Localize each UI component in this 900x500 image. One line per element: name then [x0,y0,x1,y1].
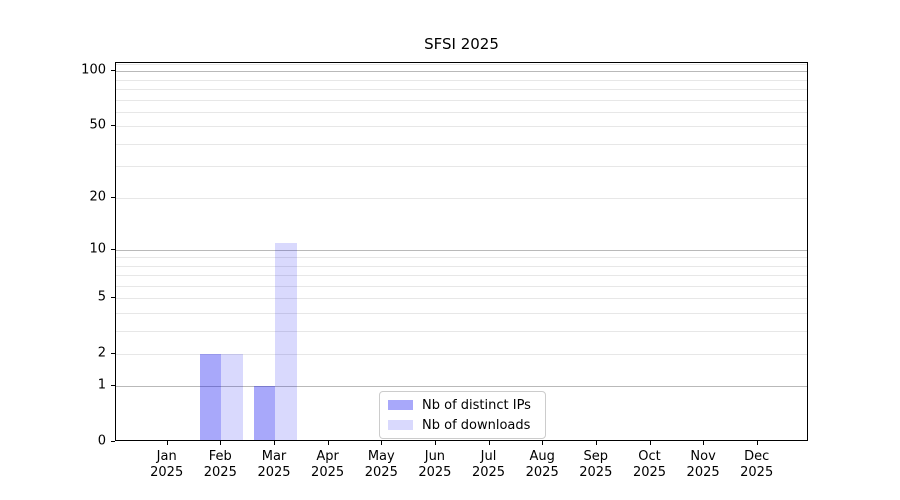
y-tick-mark [111,248,115,250]
x-tick-mark [488,441,490,445]
x-tick-month: Dec [744,449,770,464]
legend-label-distinct-ips: Nb of distinct IPs [422,397,531,413]
x-tick-mark [542,441,544,445]
x-tick-year: 2025 [311,465,345,480]
gridline-minor [116,285,807,287]
gridline-minor [116,63,807,65]
x-tick-mark [649,441,651,445]
gridline-minor [116,143,807,145]
x-tick-year: 2025 [418,465,452,480]
gridline-minor [116,197,807,199]
x-tick-mark [220,441,222,445]
gridline-minor [116,99,807,101]
gridline-minor [116,79,807,81]
x-tick-year: 2025 [632,465,667,480]
x-tick-month: Jul [480,449,497,464]
x-tick-label: Apr 2025 [311,449,344,481]
y-tick-label: 2 [97,345,106,361]
x-tick-year: 2025 [150,465,184,480]
y-tick-label: 1 [97,377,106,393]
x-tick-mark [595,441,597,445]
bar-nb-of-distinct-ips [199,353,222,440]
legend-swatch-distinct-ips [388,400,413,410]
x-tick-label: Jul 2025 [472,449,505,481]
y-tick-label: 20 [89,189,106,205]
y-tick-label: 100 [81,62,106,78]
y-tick-mark [111,441,115,442]
x-tick-label: May 2025 [365,449,398,481]
x-tick-mark [327,441,329,445]
x-tick-label: Mar 2025 [257,449,290,481]
x-tick-month: Oct [638,449,661,464]
bar-nb-of-downloads [221,353,243,440]
x-tick-month: Jan [156,449,177,464]
x-tick-label: Jun 2025 [418,449,451,481]
gridline-minor [116,166,807,168]
x-tick-label: Oct 2025 [633,449,666,481]
gridline-minor [116,111,807,113]
x-tick-year: 2025 [471,465,506,480]
x-tick-month: Aug [529,449,555,464]
x-tick-month: May [367,449,395,464]
legend-swatch-downloads [388,420,413,430]
x-tick-month: Apr [316,449,339,464]
gridline-minor [116,353,807,355]
x-tick-year: 2025 [525,465,559,480]
y-tick-mark [111,70,115,72]
legend-label-downloads: Nb of downloads [422,417,531,433]
y-tick-label: 50 [89,117,106,133]
plot-area: Nb of distinct IPs Nb of downloads [115,62,808,441]
x-tick-mark [434,441,436,445]
y-tick-mark [111,297,115,299]
gridline-major [116,249,807,251]
x-tick-year: 2025 [686,465,720,480]
gridline-minor [116,257,807,259]
legend-entry-distinct-ips: Nb of distinct IPs [380,396,545,414]
bar-nb-of-distinct-ips [253,386,275,440]
y-tick-mark [111,352,115,354]
x-tick-month: Feb [208,449,232,464]
x-tick-year: 2025 [257,465,291,480]
gridline-minor [116,275,807,276]
x-tick-month: Jun [424,449,446,464]
legend: Nb of distinct IPs Nb of downloads [379,391,546,439]
x-tick-label: Aug 2025 [526,449,559,481]
y-tick-label: 5 [97,289,106,305]
x-tick-year: 2025 [203,465,237,480]
x-tick-year: 2025 [740,465,774,480]
x-tick-label: Nov 2025 [687,449,720,481]
chart-title: SFSI 2025 [424,35,499,53]
y-tick-label: 10 [89,241,106,256]
x-tick-month: Nov [690,449,716,464]
y-tick-mark [111,125,115,127]
gridline-minor [116,265,807,267]
x-tick-mark [166,441,168,445]
x-tick-label: Feb 2025 [204,449,237,481]
bar-nb-of-downloads [275,242,297,440]
x-tick-month: Mar [261,449,287,464]
x-tick-label: Dec 2025 [740,449,773,481]
gridline-major [116,386,807,388]
x-tick-year: 2025 [364,465,398,480]
x-tick-label: Sep 2025 [579,449,612,481]
x-tick-mark [756,441,758,445]
y-tick-label: 0 [97,433,106,449]
gridline-minor [116,126,807,128]
gridline-minor [116,330,807,332]
y-tick-mark [111,385,115,387]
x-tick-mark [274,441,275,445]
x-tick-mark [703,441,705,445]
gridline-major [116,71,807,73]
x-tick-mark [381,441,383,445]
gridline-minor [116,298,807,300]
y-tick-mark [111,196,115,198]
legend-entry-downloads: Nb of downloads [380,416,545,434]
gridline-minor [116,89,807,91]
x-tick-month: Sep [583,449,609,464]
x-tick-label: Jan 2025 [150,449,183,481]
gridline-minor [116,312,807,314]
x-tick-year: 2025 [579,465,613,480]
